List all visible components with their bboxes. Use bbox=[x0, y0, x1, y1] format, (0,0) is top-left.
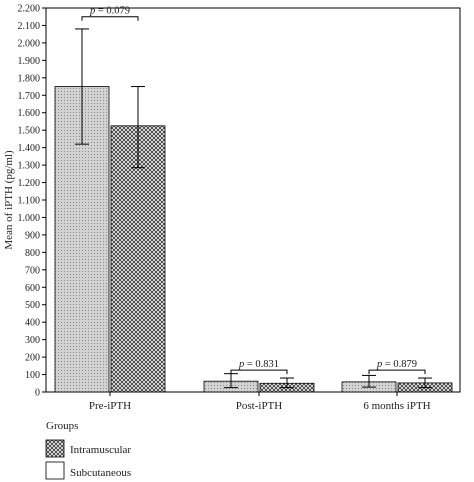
x-tick-labels: Pre-iPTH Post-iPTH 6 months iPTH bbox=[89, 392, 431, 412]
y-tick-label: 1.300 bbox=[18, 161, 41, 172]
y-tick-label: 200 bbox=[25, 353, 40, 364]
y-tick-label: 1.700 bbox=[18, 91, 41, 102]
y-tick-label: 500 bbox=[25, 300, 40, 311]
y-tick-label: 1.600 bbox=[18, 108, 41, 119]
y-tick-label: 300 bbox=[25, 335, 40, 346]
y-tick-label: 900 bbox=[25, 230, 40, 241]
legend-swatch-intramuscular bbox=[45, 439, 65, 458]
significance-bracket bbox=[368, 369, 426, 375]
bar bbox=[110, 125, 166, 393]
significance-bracket bbox=[230, 369, 288, 375]
x-tick-label: Post-iPTH bbox=[236, 400, 283, 412]
legend-swatch-subcutaneous bbox=[45, 461, 65, 480]
y-tick-label: 1.200 bbox=[18, 178, 41, 189]
p-value-label: p = 0.079 bbox=[89, 6, 130, 17]
y-tick-label: 100 bbox=[25, 370, 40, 381]
x-tick-label: Pre-iPTH bbox=[89, 400, 131, 412]
y-tick-label: 600 bbox=[25, 283, 40, 294]
y-tick-label: 1.900 bbox=[18, 56, 41, 67]
p-value-label: p = 0.879 bbox=[376, 359, 417, 370]
y-tick-label: 2.000 bbox=[18, 38, 41, 49]
x-tick-label: 6 months iPTH bbox=[363, 400, 430, 412]
y-tick-label: 1.400 bbox=[18, 143, 41, 154]
y-tick-label: 400 bbox=[25, 318, 40, 329]
y-tick-label: 2.200 bbox=[18, 4, 41, 15]
y-axis-label: Mean of iPTH (pg/ml) bbox=[3, 150, 15, 250]
y-tick-label: 1.100 bbox=[18, 196, 41, 207]
legend-label-subcutaneous: Subcutaneous bbox=[70, 467, 131, 479]
y-tick-label: 800 bbox=[25, 248, 40, 259]
y-tick-label: 0 bbox=[35, 388, 40, 399]
y-tick-label: 2.100 bbox=[18, 21, 41, 32]
p-value-annotations: p = 0.079 p = 0.831 p = 0.879 bbox=[81, 6, 426, 375]
legend: Groups Intramuscular Subcutaneous bbox=[45, 420, 131, 480]
bars bbox=[54, 28, 453, 393]
y-tick-label: 1.000 bbox=[18, 213, 41, 224]
y-tick-label: 1.800 bbox=[18, 73, 41, 84]
y-tick-label: 1.500 bbox=[18, 126, 41, 137]
legend-label-intramuscular: Intramuscular bbox=[70, 444, 131, 456]
p-value-label: p = 0.831 bbox=[238, 359, 279, 370]
y-tick-label: 700 bbox=[25, 265, 40, 276]
legend-title: Groups bbox=[46, 420, 78, 432]
significance-bracket bbox=[81, 16, 139, 21]
